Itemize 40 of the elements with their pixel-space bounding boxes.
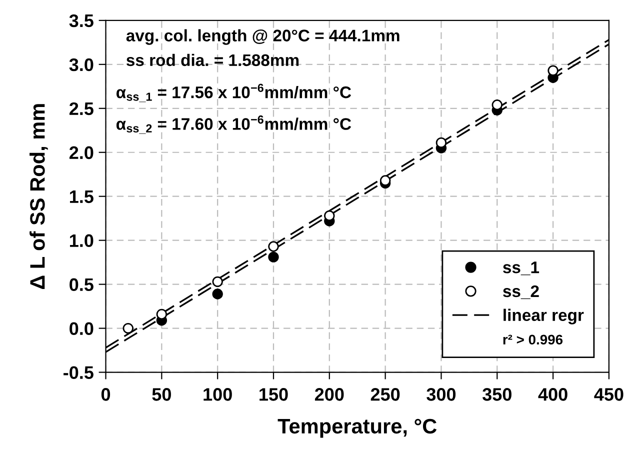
- y-tick-label: 0.0: [70, 322, 94, 336]
- x-tick-label: 200: [314, 388, 344, 401]
- x-tick-label: 150: [260, 388, 288, 401]
- point: [492, 100, 502, 110]
- x-axis-title: Temperature, °C: [278, 418, 437, 438]
- annotation: α$_{ss_2}$ = 17.60 x 10$^{−6}$mm/mm °C: [116, 115, 352, 134]
- x-tick-label: 450: [594, 388, 624, 401]
- point: [268, 252, 279, 262]
- y-axis-title: Δ L of SS Rod, mm: [30, 104, 48, 290]
- annotation: α$_{ss_1}$ = 17.56 x 10$^{−6}$mm/mm °C: [116, 84, 352, 102]
- annotation: avg. col. length @ 20°C = 444.1mm: [126, 29, 400, 45]
- x-tick-label: 300: [426, 388, 456, 401]
- x-tick-label: 50: [152, 388, 171, 401]
- x-tick-label: 400: [538, 388, 568, 401]
- y-tick-label: -0.5: [64, 366, 94, 379]
- annotation: r² > 0.996: [503, 334, 563, 345]
- y-tick-label: 3.5: [69, 14, 94, 28]
- y-tick-label: 2.0: [69, 146, 94, 160]
- point: [324, 210, 335, 222]
- y-tick-label: 2.5: [69, 102, 94, 116]
- annotation: ss rod dia. = 1.588mm: [126, 54, 299, 66]
- point: [268, 241, 279, 252]
- point: [548, 65, 558, 76]
- y-tick-label: 1.0: [70, 234, 94, 248]
- point: [212, 288, 223, 300]
- legend-label: ss_1: [503, 262, 540, 276]
- x-tick-label: 350: [482, 388, 512, 401]
- legend-label: ss_2: [503, 285, 539, 300]
- point: [380, 175, 391, 186]
- point: [212, 276, 223, 288]
- x-tick-label: 0: [101, 388, 110, 401]
- point: [122, 322, 134, 334]
- point: [156, 308, 168, 320]
- legend-label: linear regr: [504, 308, 584, 324]
- y-tick-label: 1.5: [70, 190, 94, 204]
- x-tick-label: 100: [204, 388, 232, 401]
- point: [436, 137, 447, 148]
- x-tick-label: 250: [370, 388, 400, 401]
- y-tick-label: 3.0: [69, 58, 94, 72]
- y-tick-label: 0.5: [70, 278, 94, 292]
